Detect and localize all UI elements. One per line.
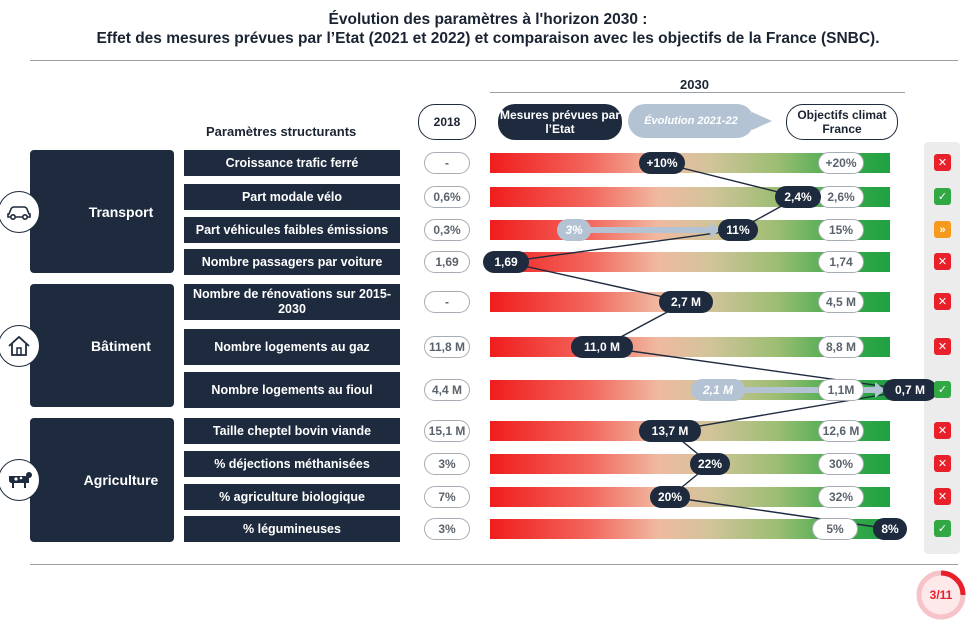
car-icon bbox=[0, 190, 40, 233]
measure-marker: 11,0 M bbox=[571, 336, 633, 358]
mesures-header: Mesures prévues par l’Etat bbox=[498, 104, 622, 140]
value-2018-pill: 0,6% bbox=[424, 186, 470, 208]
measure-marker: 13,7 M bbox=[639, 420, 701, 442]
page-number: 3/11 bbox=[929, 588, 953, 602]
bottom-rule bbox=[30, 564, 958, 565]
objective-pill: 1,1M bbox=[818, 379, 864, 401]
measure-marker: +10% bbox=[638, 152, 686, 174]
page-indicator: 3/11 bbox=[914, 568, 968, 622]
value-2018-pill: 11,8 M bbox=[424, 336, 470, 358]
progress-bar bbox=[490, 487, 890, 507]
value-2018-pill: 0,3% bbox=[424, 219, 470, 241]
objectifs-header: Objectifs climat France bbox=[786, 104, 898, 140]
status-check-icon: ✓ bbox=[934, 188, 951, 205]
measure-marker: 2,4% bbox=[774, 186, 822, 208]
parameter-label: Nombre passagers par voiture bbox=[184, 249, 400, 275]
parameter-label: % légumineuses bbox=[184, 516, 400, 542]
objective-pill: 30% bbox=[818, 453, 864, 475]
status-check-icon: ✓ bbox=[934, 520, 951, 537]
category-label: Agriculture bbox=[83, 472, 159, 488]
parameter-label: Nombre de rénovations sur 2015-2030 bbox=[184, 284, 400, 320]
parameter-label: Part véhicules faibles émissions bbox=[184, 217, 400, 243]
objective-pill: 8,8 M bbox=[818, 336, 864, 358]
value-2018-pill: 3% bbox=[424, 453, 470, 475]
evolution-header: Évolution 2021-22 bbox=[628, 104, 754, 138]
measure-marker: 22% bbox=[690, 453, 730, 475]
progress-bar bbox=[490, 153, 890, 173]
chart-title-line1: Évolution des paramètres à l'horizon 203… bbox=[328, 11, 648, 28]
house-icon bbox=[0, 324, 40, 367]
category-agriculture: Agriculture bbox=[0, 418, 174, 542]
category-batiment: Bâtiment bbox=[0, 284, 174, 407]
year-2018-header: 2018 bbox=[418, 104, 476, 140]
status-check-icon: ✓ bbox=[934, 381, 951, 398]
evolution-arrowhead bbox=[710, 222, 721, 238]
value-2018-pill: 7% bbox=[424, 486, 470, 508]
category-label: Bâtiment bbox=[91, 337, 151, 354]
progress-bar bbox=[490, 454, 890, 474]
progress-ring-icon bbox=[916, 570, 966, 620]
evolution-pill: 3% bbox=[557, 219, 591, 241]
measure-marker: 20% bbox=[650, 486, 690, 508]
progress-bar bbox=[490, 380, 890, 400]
objective-pill: 15% bbox=[818, 219, 864, 241]
status-cross-icon: ✕ bbox=[934, 154, 951, 171]
parameter-label: Nombre logements au gaz bbox=[184, 329, 400, 365]
progress-bar bbox=[490, 252, 890, 272]
status-progress-icon: » bbox=[934, 221, 951, 238]
parameter-label: Croissance trafic ferré bbox=[184, 150, 400, 176]
parameter-label: % déjections méthanisées bbox=[184, 451, 400, 477]
status-cross-icon: ✕ bbox=[934, 293, 951, 310]
params-header: Paramètres structurants bbox=[206, 124, 357, 139]
value-2018-pill: 4,4 M bbox=[424, 379, 470, 401]
value-2018-pill: 3% bbox=[424, 518, 470, 540]
status-cross-icon: ✕ bbox=[934, 455, 951, 472]
progress-bar bbox=[490, 519, 890, 539]
value-2018-pill: 1,69 bbox=[424, 251, 470, 273]
measure-marker: 0,7 M bbox=[883, 379, 937, 401]
parameter-label: Taille cheptel bovin viande bbox=[184, 418, 400, 444]
objective-pill: 12,6 M bbox=[818, 420, 864, 442]
value-2018-pill: - bbox=[424, 152, 470, 174]
measure-marker: 11% bbox=[718, 219, 758, 241]
status-cross-icon: ✕ bbox=[934, 338, 951, 355]
category-label: Transport bbox=[88, 203, 154, 220]
value-2018-pill: 15,1 M bbox=[424, 420, 470, 442]
parameter-label: Part modale vélo bbox=[184, 184, 400, 210]
evolution-pill: 2,1 M bbox=[691, 379, 745, 401]
evolution-arrowhead bbox=[875, 382, 885, 398]
category-transport: Transport bbox=[0, 150, 174, 273]
objective-pill: 4,5 M bbox=[818, 291, 864, 313]
measure-marker: 8% bbox=[873, 518, 907, 540]
objective-pill: 1,74 bbox=[818, 251, 864, 273]
objective-pill: 2,6% bbox=[818, 186, 864, 208]
status-cross-icon: ✕ bbox=[934, 488, 951, 505]
parameter-label: % agriculture biologique bbox=[184, 484, 400, 510]
objective-pill: 5% bbox=[812, 518, 858, 540]
year-2030-rule bbox=[490, 92, 905, 93]
chart-title-line2: Effet des mesures prévues par l’Etat (20… bbox=[96, 30, 880, 47]
cow-icon bbox=[0, 459, 40, 501]
status-cross-icon: ✕ bbox=[934, 253, 951, 270]
top-rule bbox=[30, 60, 958, 61]
objective-pill: +20% bbox=[818, 152, 864, 174]
objective-pill: 32% bbox=[818, 486, 864, 508]
value-2018-pill: - bbox=[424, 291, 470, 313]
parameter-label: Nombre logements au fioul bbox=[184, 372, 400, 408]
status-cross-icon: ✕ bbox=[934, 422, 951, 439]
evolution-arrow-icon bbox=[752, 112, 772, 130]
measure-marker: 1,69 bbox=[482, 251, 530, 273]
year-2030-header: 2030 bbox=[680, 77, 709, 92]
measure-marker: 2,7 M bbox=[659, 291, 713, 313]
